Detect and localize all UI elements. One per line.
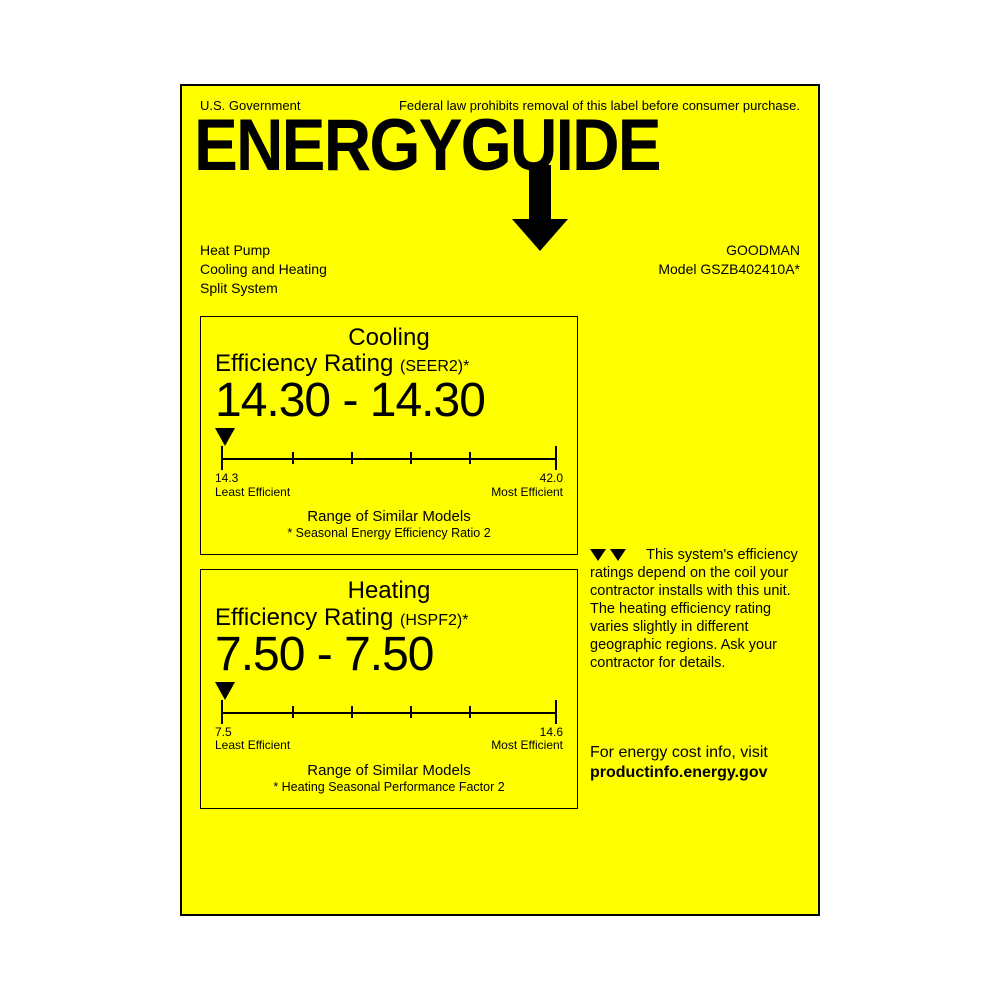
cooling-pointer-icon	[215, 428, 235, 446]
cooling-max: 42.0 Most Efficient	[491, 472, 563, 498]
cooling-footer1: Range of Similar Models	[215, 508, 563, 525]
cooling-min-label: Least Efficient	[215, 486, 290, 499]
cost-info: For energy cost info, visit productinfo.…	[590, 743, 800, 783]
heating-footer1: Range of Similar Models	[215, 762, 563, 779]
product-line3: Split System	[200, 279, 327, 298]
product-line1: Heat Pump	[200, 241, 327, 260]
heating-max: 14.6 Most Efficient	[491, 726, 563, 752]
tick	[469, 452, 471, 464]
heating-min: 7.5 Least Efficient	[215, 726, 290, 752]
heating-scale-end-left	[221, 700, 223, 724]
energyguide-label: U.S. Government Federal law prohibits re…	[180, 84, 820, 916]
product-type: Heat Pump Cooling and Heating Split Syst…	[200, 241, 327, 298]
product-line2: Cooling and Heating	[200, 260, 327, 279]
product-info-row: Heat Pump Cooling and Heating Split Syst…	[200, 241, 800, 298]
cooling-title1: Cooling	[215, 325, 563, 351]
double-triangle-icon	[590, 549, 626, 561]
energyguide-arrow-icon	[529, 165, 551, 221]
heating-footer2: * Heating Seasonal Performance Factor 2	[215, 780, 563, 794]
tick	[469, 706, 471, 718]
tick	[292, 452, 294, 464]
side-note-text: This system's efficiency ratings depend …	[590, 547, 798, 672]
heating-box: Heating Efficiency Rating (HSPF2)* 7.50 …	[200, 569, 578, 809]
ratings-area: Cooling Efficiency Rating (SEER2)* 14.30…	[200, 316, 800, 824]
cooling-scale-line	[221, 458, 557, 460]
tick	[410, 452, 412, 464]
heating-scale: 7.5 Least Efficient 14.6 Most Efficient	[215, 686, 563, 744]
tick	[292, 706, 294, 718]
heating-scale-line	[221, 712, 557, 714]
tick	[351, 706, 353, 718]
side-column: This system's efficiency ratings depend …	[590, 316, 800, 824]
heating-min-label: Least Efficient	[215, 739, 290, 752]
energyguide-logo: ENERGYGUIDE	[200, 115, 800, 235]
cooling-min-value: 14.3	[215, 472, 290, 485]
cooling-footer2: * Seasonal Energy Efficiency Ratio 2	[215, 526, 563, 540]
cooling-max-value: 42.0	[491, 472, 563, 485]
heating-pointer-icon	[215, 682, 235, 700]
cooling-scale: 14.3 Least Efficient 42.0 Most Efficient	[215, 432, 563, 490]
heating-title1: Heating	[215, 578, 563, 604]
cost-line2: productinfo.energy.gov	[590, 763, 800, 783]
energyguide-text: ENERGYGUIDE	[194, 109, 660, 182]
model: Model GSZB402410A*	[658, 260, 800, 279]
ratings-column: Cooling Efficiency Rating (SEER2)* 14.30…	[200, 316, 578, 824]
cooling-scale-end-left	[221, 446, 223, 470]
tick	[410, 706, 412, 718]
cooling-scale-end-right	[555, 446, 557, 470]
heating-value: 7.50 - 7.50	[215, 627, 563, 682]
cooling-max-label: Most Efficient	[491, 486, 563, 499]
brand: GOODMAN	[658, 241, 800, 260]
cooling-box: Cooling Efficiency Rating (SEER2)* 14.30…	[200, 316, 578, 556]
cost-line1: For energy cost info, visit	[590, 743, 800, 763]
cooling-min: 14.3 Least Efficient	[215, 472, 290, 498]
product-model: GOODMAN Model GSZB402410A*	[658, 241, 800, 298]
heating-scale-end-right	[555, 700, 557, 724]
tick	[351, 452, 353, 464]
cooling-value: 14.30 - 14.30	[215, 373, 563, 428]
side-note: This system's efficiency ratings depend …	[590, 546, 800, 673]
heating-max-label: Most Efficient	[491, 739, 563, 752]
